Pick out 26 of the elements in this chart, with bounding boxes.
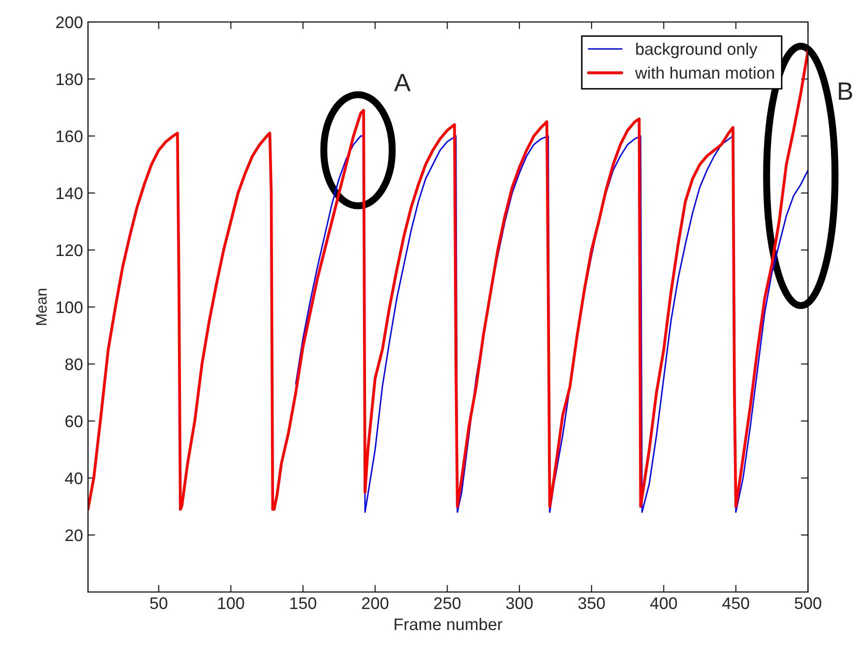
- annotation: A: [394, 74, 411, 92]
- legend-label: with human motion: [635, 66, 774, 79]
- x-tick-label: 150: [290, 597, 316, 610]
- text: B: [838, 82, 852, 100]
- x-tick-label: 200: [362, 597, 388, 610]
- y-tick-label: 40: [64, 472, 82, 484]
- y-tick-label: 140: [56, 187, 82, 200]
- y-tick-label: 200: [56, 16, 82, 28]
- y-tick-label: 20: [65, 529, 82, 542]
- x-tick-label: 50: [150, 597, 168, 610]
- x-tick-label: 300: [506, 597, 533, 610]
- x-tick-label: 250: [434, 597, 461, 610]
- x-tick-label: 400: [650, 597, 677, 610]
- x-axis-title: Frame number: [394, 618, 502, 630]
- y-tick-label: 100: [56, 301, 82, 314]
- x-tick-label: 500: [794, 597, 822, 610]
- y-tick-label: 180: [56, 73, 82, 86]
- x-tick-label: 100: [218, 597, 244, 610]
- y-axis-title: Mean: [36, 288, 47, 325]
- y-tick-label: 160: [56, 130, 82, 142]
- y-tick-label: 120: [56, 244, 82, 256]
- x-tick-label: 450: [722, 597, 750, 610]
- y-tick-label: 80: [65, 358, 82, 370]
- y-tick-label: 60: [65, 415, 82, 428]
- legend-label: background only: [636, 42, 758, 58]
- x-tick-label: 350: [578, 597, 605, 610]
